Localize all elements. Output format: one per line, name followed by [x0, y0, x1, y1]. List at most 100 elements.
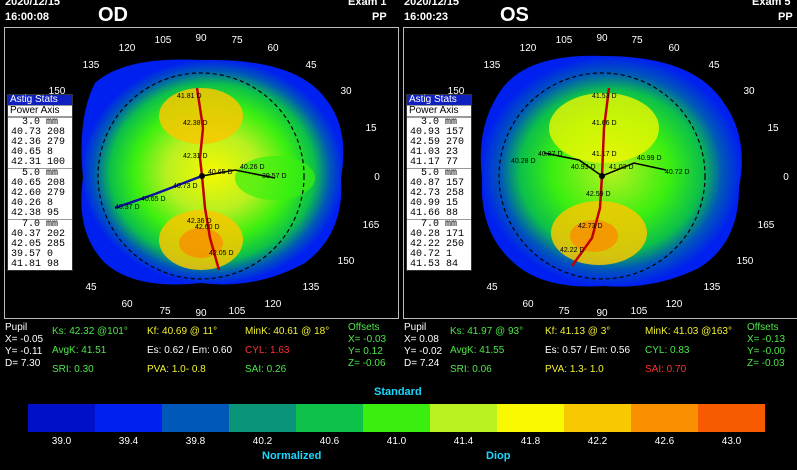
os-zone-label: 7.0 mm — [407, 219, 471, 230]
od-map-label: 40.37 D — [115, 204, 140, 211]
os-axis-label: 15 — [767, 123, 779, 134]
od-axis-label: 0 — [374, 172, 380, 183]
od-stat-row: 42.36 279 — [11, 137, 66, 148]
os-stat-row: 40.99 15 — [410, 198, 459, 209]
os-map-label: 42.73 D — [578, 223, 603, 230]
os-map-label: 41.03 D — [609, 164, 634, 171]
od-axis-label: 45 — [305, 60, 317, 71]
os-pupil-d: D= 7.24 — [404, 358, 440, 369]
od-tab-astig-stats[interactable]: Astig Stats — [8, 95, 72, 106]
od-zone-label: 3.0 mm — [8, 117, 72, 128]
scale-value-label: 39.4 — [118, 436, 139, 447]
od-axis-label: 75 — [231, 35, 243, 46]
os-axis-label: 90 — [596, 308, 608, 318]
os-date: 2020/12/15 — [404, 0, 460, 8]
od-axis-label: 90 — [195, 33, 207, 44]
od-topography-panel[interactable]: 41.81 D 42.38 D 42.31 D 40.65 D 40.26 D … — [4, 27, 399, 319]
od-axis-label: 45 — [85, 282, 97, 293]
os-steep-axis-line — [570, 87, 611, 267]
os-es-em: Es: 0.57 / Em: 0.56 — [545, 345, 631, 356]
os-stat-row: 41.53 84 — [410, 259, 459, 270]
od-map-label: 39.57 D — [262, 173, 287, 180]
os-offset-z: Z= -0.03 — [747, 358, 785, 369]
od-map-steep-core — [179, 228, 223, 258]
scale-swatch — [229, 404, 297, 432]
od-offset-x: X= -0.03 — [348, 334, 387, 345]
od-pupil-d: D= 7.30 — [5, 358, 41, 369]
os-stat-row: 40.72 1 — [410, 249, 453, 260]
scale-swatch — [430, 404, 498, 432]
od-offset-y: Y= 0.12 — [348, 346, 383, 357]
od-map-label: 41.81 D — [177, 93, 202, 100]
scale-value-label: 39.0 — [51, 436, 72, 447]
od-axis-label: 15 — [365, 123, 377, 134]
os-tab-power-axis[interactable]: Power Axis — [407, 106, 471, 117]
scale-unit[interactable]: Diop — [486, 450, 511, 462]
od-map-label: 42.38 D — [183, 120, 208, 127]
os-stat-row: 41.17 77 — [410, 157, 459, 168]
od-stat-row: 40.65 208 — [11, 178, 66, 189]
os-offset-y: Y= -0.00 — [747, 346, 786, 357]
od-zone-circle — [97, 72, 305, 280]
od-map-label: 42.36 D — [187, 218, 212, 225]
od-stat-row: 42.38 95 — [11, 208, 60, 219]
os-topography-map[interactable]: 41.53 D 41.66 D 40.28 D 40.87 D 41.17 D … — [404, 28, 797, 318]
od-pupil-y: Y= -0.11 — [5, 346, 43, 357]
os-stat-row: 40.87 157 — [410, 178, 465, 189]
od-stat-row: 40.65 8 — [11, 147, 54, 158]
os-astig-stats-table: Astig Stats Power Axis 3.0 mm 40.93 157 … — [406, 94, 472, 271]
scale-title[interactable]: Standard — [374, 386, 422, 398]
os-axis-label: 75 — [631, 35, 643, 46]
od-axis-label: 150 — [338, 256, 355, 267]
os-axis-label: 165 — [758, 220, 775, 231]
od-topography-map[interactable]: 41.81 D 42.38 D 42.31 D 40.65 D 40.26 D … — [5, 28, 398, 318]
od-map-label: 42.31 D — [183, 153, 208, 160]
od-stat-row: 42.05 285 — [11, 239, 66, 250]
od-ks: Ks: 42.32 @101° — [52, 326, 128, 337]
os-pupil-title: Pupil — [404, 322, 427, 333]
scale-swatch — [698, 404, 766, 432]
od-axis-label: 135 — [303, 282, 320, 293]
scale-value-label: 41.0 — [386, 436, 407, 447]
os-map-label: 41.53 D — [592, 93, 617, 100]
os-axis-label: 120 — [666, 299, 683, 310]
os-axis-label: 60 — [668, 43, 680, 54]
od-es-em: Es: 0.62 / Em: 0.60 — [147, 345, 233, 356]
os-axis-label: 0 — [783, 172, 789, 183]
os-stat-row: 42.22 250 — [410, 239, 465, 250]
od-axis-label: 60 — [267, 43, 279, 54]
od-sai: SAI: 0.26 — [245, 364, 287, 375]
od-map-label: 40.73 D — [173, 183, 198, 190]
od-axis-label: 105 — [155, 35, 172, 46]
os-topography-panel[interactable]: 41.53 D 41.66 D 40.28 D 40.87 D 41.17 D … — [403, 27, 797, 319]
od-tab-power-axis[interactable]: Power Axis — [8, 106, 72, 117]
os-zone-label: 3.0 mm — [407, 117, 471, 128]
od-exam: Exam 1 — [348, 0, 387, 8]
od-axis-label: 105 — [229, 306, 246, 317]
os-tab-astig-stats[interactable]: Astig Stats — [407, 95, 471, 106]
os-map-label: 40.72 D — [665, 169, 690, 176]
scale-value-label: 42.2 — [587, 436, 608, 447]
od-mode: PP — [372, 11, 387, 23]
od-mink: MinK: 40.61 @ 18° — [245, 326, 330, 337]
scale-value-label: 43.0 — [721, 436, 742, 447]
scale-value-label: 39.8 — [185, 436, 206, 447]
os-cyl: CYL: 0.83 — [645, 345, 690, 356]
od-stat-row: 40.37 202 — [11, 229, 66, 240]
od-stat-row: 40.73 208 — [11, 127, 66, 138]
scale-normalized[interactable]: Normalized — [262, 450, 322, 462]
od-cyl: CYL: 1.63 — [245, 345, 290, 356]
od-pupil-block: Pupil X= -0.05 Y= -0.11 D= 7.30 — [5, 322, 43, 370]
os-axis-label: 135 — [704, 282, 721, 293]
os-eye-label: OS — [500, 4, 529, 26]
scale-swatch — [564, 404, 632, 432]
od-astig-stats-table: Astig Stats Power Axis 3.0 mm 40.73 208 … — [7, 94, 73, 271]
scale-swatch — [28, 404, 96, 432]
os-axis-label: 150 — [448, 86, 465, 97]
os-map-label: 41.17 D — [592, 151, 617, 158]
od-zone-label: 5.0 mm — [8, 168, 72, 179]
os-offsets-title: Offsets — [747, 322, 779, 333]
od-sri: SRI: 0.30 — [52, 364, 94, 375]
os-stat-row: 42.73 258 — [410, 188, 465, 199]
od-date: 2020/12/15 — [5, 0, 61, 8]
